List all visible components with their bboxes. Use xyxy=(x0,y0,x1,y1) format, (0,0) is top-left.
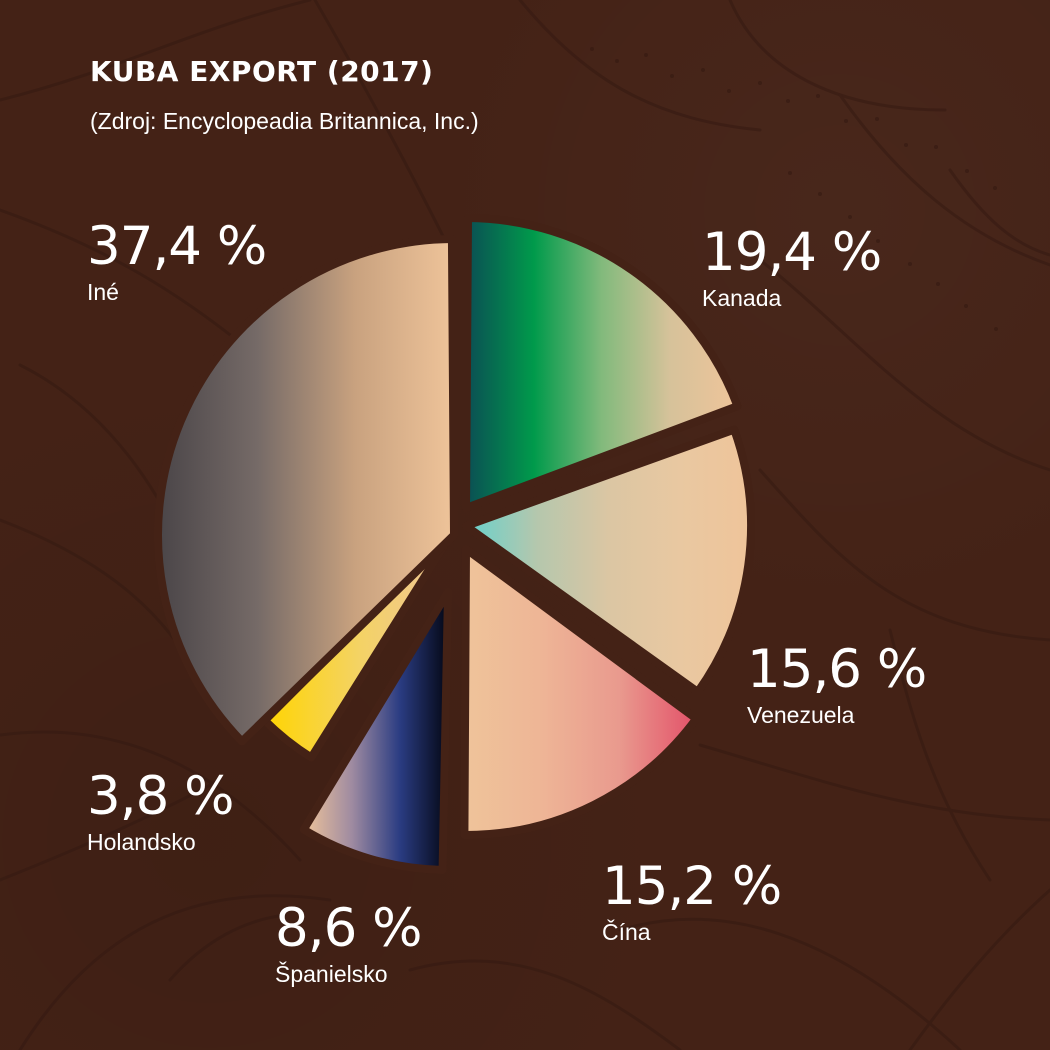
chart-subtitle: (Zdroj: Encyclopeadia Britannica, Inc.) xyxy=(90,108,479,134)
slice-name-spanielsko: Španielsko xyxy=(275,961,388,987)
slice-label-spanielsko: 8,6 % Španielsko xyxy=(275,902,422,986)
slice-label-kanada: 19,4 % Kanada xyxy=(702,222,882,311)
slice-label-ine: 37,4 % Iné xyxy=(87,216,267,305)
chart-title: KUBA EXPORT (2017) xyxy=(90,55,434,88)
pie-slice-venezuela xyxy=(462,425,755,696)
slice-name-ine: Iné xyxy=(87,279,119,305)
pie-slice-kanada xyxy=(462,214,742,512)
pie-slice-ine xyxy=(154,235,458,746)
slice-value-cina: 15,2 % xyxy=(602,856,782,917)
slice-label-venezuela: 15,6 % Venezuela xyxy=(747,639,927,728)
slice-value-holandsko: 3,8 % xyxy=(87,766,234,827)
slice-name-cina: Čína xyxy=(602,919,651,945)
pie-slice-cina xyxy=(460,545,701,839)
slice-label-cina: 15,2 % Čína xyxy=(602,856,782,945)
slice-value-kanada: 19,4 % xyxy=(702,222,882,283)
slice-name-holandsko: Holandsko xyxy=(87,829,196,855)
pie-slice-spanielsko xyxy=(299,588,452,874)
slice-value-spanielsko: 8,6 % xyxy=(275,898,422,959)
slice-name-kanada: Kanada xyxy=(702,285,782,311)
slice-value-ine: 37,4 % xyxy=(87,216,267,277)
slice-value-venezuela: 15,6 % xyxy=(747,639,927,700)
slice-label-holandsko: 3,8 % Holandsko xyxy=(87,770,234,854)
slice-name-venezuela: Venezuela xyxy=(747,702,855,728)
